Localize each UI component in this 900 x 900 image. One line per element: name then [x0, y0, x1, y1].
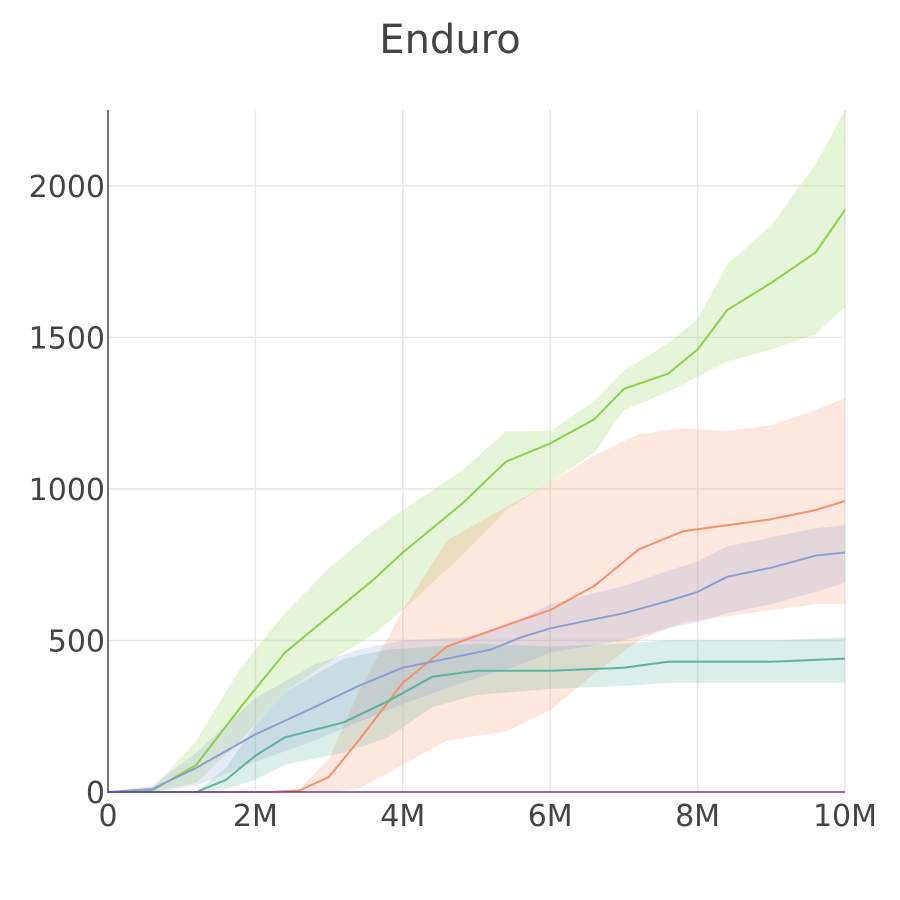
- series-4-band: [108, 637, 845, 792]
- y-tick-label: 1500: [29, 321, 105, 356]
- series-4-line: [108, 657, 846, 793]
- series-2-band: [108, 398, 845, 792]
- x-tick-label: 10M: [813, 799, 877, 834]
- x-tick-label: 0: [98, 799, 117, 834]
- y-tick-label: 0: [86, 776, 105, 811]
- chart-title: Enduro: [379, 17, 520, 63]
- series-3-line: [107, 551, 846, 793]
- x-tick-label: 2M: [233, 799, 278, 834]
- axes: [107, 110, 845, 793]
- series-2-line: [108, 500, 846, 793]
- series-1-line: [107, 209, 846, 793]
- y-tick-label: 2000: [29, 170, 105, 205]
- grid-lines: [108, 110, 846, 792]
- confidence-bands: [108, 110, 845, 792]
- x-tick-label: 6M: [528, 799, 573, 834]
- y-tick-label: 1000: [29, 473, 105, 508]
- x-tick-label: 8M: [675, 799, 720, 834]
- series-1-band: [108, 110, 845, 792]
- x-tick-label: 4M: [380, 799, 425, 834]
- series-3-band: [108, 525, 845, 792]
- tick-labels: 0 2M 4M 6M 8M 10M 0 500 1000 1500 2000: [29, 170, 877, 834]
- series-lines: [107, 209, 846, 793]
- y-tick-label: 500: [48, 624, 105, 659]
